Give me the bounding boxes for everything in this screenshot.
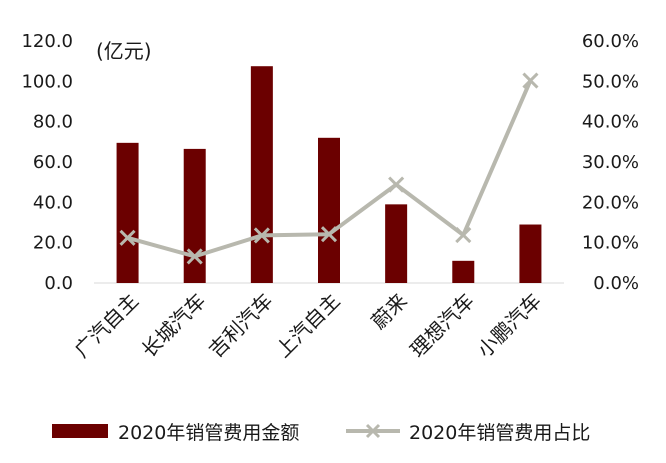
right-tick-label: 10.0% [582, 233, 639, 254]
right-tick-label: 60.0% [582, 31, 639, 52]
right-tick-label: 30.0% [582, 152, 639, 173]
left-tick-label: 80.0 [33, 112, 73, 133]
line-point [388, 176, 405, 193]
left-tick-label: 100.0 [21, 71, 73, 92]
bar [519, 224, 542, 283]
right-axis: 0.0% 10.0% 20.0% 30.0% 40.0% 50.0% 60.0% [582, 31, 639, 294]
right-tick-label: 20.0% [582, 192, 639, 213]
line-point [455, 226, 472, 244]
legend-line-label: 2020年销管费用占比 [409, 422, 590, 444]
legend-line-marker [365, 423, 381, 439]
bar [318, 137, 340, 283]
legend-bar-label: 2020年销管费用金额 [118, 422, 299, 444]
right-tick-label: 0.0% [593, 273, 639, 294]
category-label: 蔚来 [366, 289, 411, 334]
left-tick-label: 0.0 [44, 273, 73, 294]
left-tick-label: 40.0 [33, 192, 73, 213]
line-point [186, 248, 203, 265]
bar [183, 148, 206, 283]
line-point [522, 72, 539, 89]
category-label: 理想汽车 [405, 289, 479, 363]
line-point [253, 227, 270, 244]
category-label: 长城汽车 [137, 289, 211, 363]
category-label: 上汽自主 [271, 289, 345, 363]
bar [385, 204, 408, 283]
category-label: 吉利汽车 [204, 289, 278, 363]
category-label: 小鹏汽车 [472, 289, 546, 363]
right-tick-label: 40.0% [582, 112, 639, 133]
bar [116, 142, 139, 283]
unit-label: (亿元) [96, 39, 152, 63]
left-tick-label: 120.0 [21, 31, 73, 52]
line-point [320, 226, 338, 243]
left-axis: 0.0 20.0 40.0 60.0 80.0 100.0 120.0 [21, 31, 73, 294]
line-point [119, 229, 136, 246]
legend: 2020年销管费用金额 2020年销管费用占比 [52, 422, 590, 444]
legend-bar-swatch [52, 424, 108, 438]
left-tick-label: 60.0 [33, 152, 73, 173]
bar [250, 66, 273, 283]
category-label: 广汽自主 [70, 289, 144, 363]
bar [452, 260, 475, 283]
line-series [119, 72, 539, 265]
left-tick-label: 20.0 [33, 233, 73, 254]
right-tick-label: 50.0% [582, 71, 639, 92]
